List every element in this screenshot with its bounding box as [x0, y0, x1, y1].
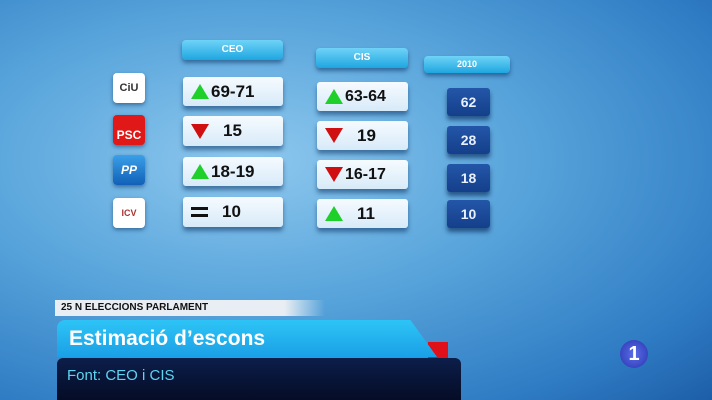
- party-logo-icv: ICV: [113, 198, 145, 228]
- down-arrow-icon: [325, 128, 343, 143]
- party-logo-pp: PP: [113, 155, 145, 185]
- up-arrow-icon: [325, 206, 343, 221]
- y2010-cell-psc: 28: [447, 126, 490, 154]
- header-cis: CIS: [316, 48, 408, 68]
- down-arrow-icon: [191, 123, 209, 139]
- party-logo-psc: PSC: [113, 115, 145, 145]
- channel-logo: 1: [620, 340, 648, 368]
- cis-cell-icv: 11: [317, 199, 408, 228]
- party-logo-ciu: CiU: [113, 73, 145, 103]
- lower-third-tag: 25 N ELECCIONS PARLAMENT: [55, 300, 325, 316]
- up-arrow-icon: [191, 84, 209, 99]
- cis-cell-psc: 19: [317, 121, 408, 150]
- up-arrow-icon: [325, 89, 343, 104]
- y2010-cell-ciu: 62: [447, 88, 490, 116]
- up-arrow-icon: [191, 164, 209, 179]
- cis-cell-pp: 16-17: [317, 160, 408, 189]
- header-ceo: CEO: [182, 40, 283, 60]
- cis-cell-ciu: 63-64: [317, 82, 408, 111]
- equal-icon: [191, 207, 208, 217]
- y2010-cell-pp: 18: [447, 164, 490, 192]
- down-arrow-icon: [325, 167, 343, 182]
- ceo-cell-pp: 18-19: [183, 157, 283, 186]
- y2010-cell-icv: 10: [447, 200, 490, 228]
- ceo-cell-icv: 10: [183, 197, 283, 227]
- lower-third-source: Font: CEO i CIS: [57, 358, 461, 400]
- header-2010: 2010: [424, 56, 510, 73]
- ceo-cell-psc: 15: [183, 116, 283, 146]
- ceo-cell-ciu: 69-71: [183, 77, 283, 106]
- lower-third-title: Estimació d’escons: [57, 320, 437, 357]
